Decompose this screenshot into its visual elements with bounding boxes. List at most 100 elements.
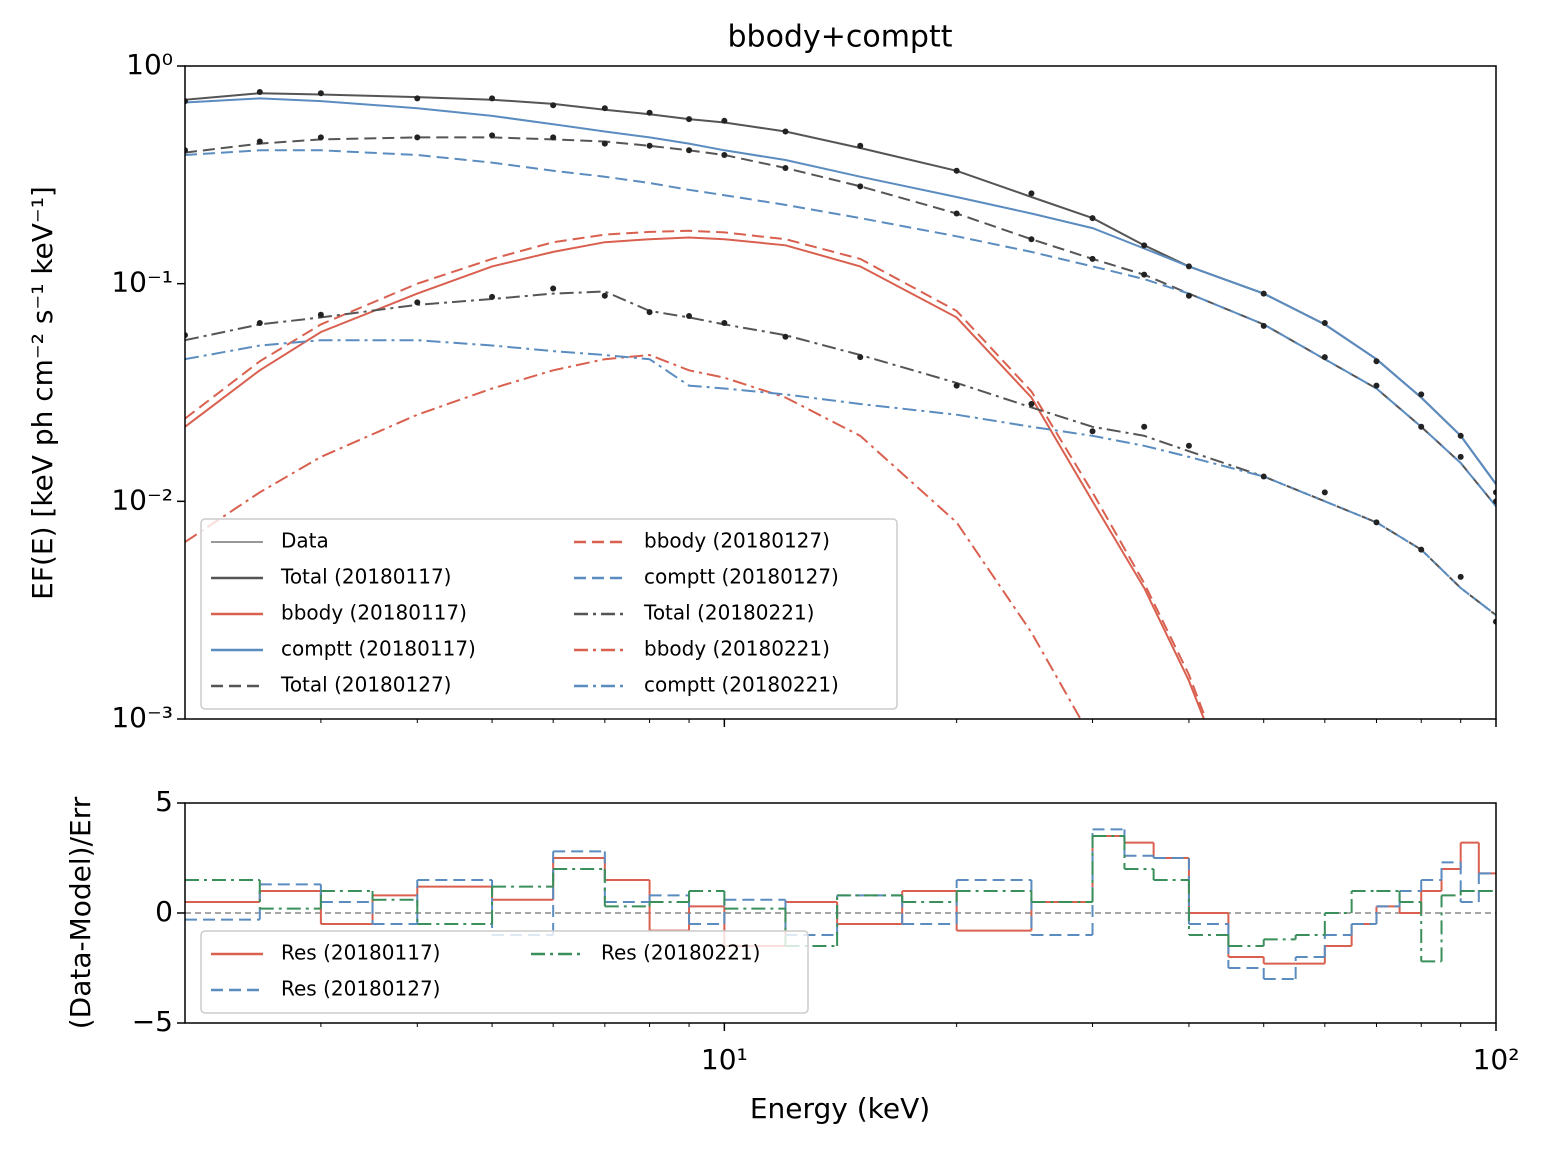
legend-box <box>200 518 898 710</box>
plot-area <box>185 828 1496 980</box>
data-point <box>646 309 653 316</box>
data-point <box>1141 242 1148 249</box>
legend-label: Total (20180117) <box>280 565 451 589</box>
data-point <box>1141 423 1148 430</box>
data-point <box>601 140 608 147</box>
legend-label: comptt (20180117) <box>281 637 476 661</box>
data-point <box>256 138 263 145</box>
data-point <box>857 142 864 149</box>
data-point <box>857 354 864 361</box>
data-point <box>489 132 496 139</box>
y-axis-label: EF(E) [keV ph cm⁻² s⁻¹ keV⁻¹] <box>26 186 59 600</box>
data-point <box>1321 489 1328 496</box>
legend-label: Res (20180221) <box>601 941 760 965</box>
data-point <box>1185 442 1192 449</box>
legend-label: comptt (20180221) <box>644 673 839 697</box>
chart-title: bbody+comptt <box>727 20 952 55</box>
data-point <box>317 311 324 318</box>
model-line <box>185 339 1496 616</box>
model-line <box>185 136 1496 507</box>
y-tick-label: 0 <box>155 895 173 928</box>
legend-label: Total (20180127) <box>280 673 451 697</box>
data-point <box>1028 190 1035 197</box>
data-point <box>1260 322 1267 329</box>
data-point <box>953 382 960 389</box>
data-point <box>414 299 421 306</box>
data-point <box>686 313 693 320</box>
data-point <box>953 167 960 174</box>
y-tick-label: 10⁻² <box>111 483 173 516</box>
model-line <box>185 236 1206 719</box>
data-point <box>686 116 693 123</box>
data-point <box>550 285 557 292</box>
y-tick-label: 5 <box>155 785 173 818</box>
data-point <box>1141 271 1148 278</box>
data-point <box>1418 546 1425 553</box>
legend-label: Res (20180127) <box>281 977 440 1001</box>
data-point <box>1321 319 1328 326</box>
axes-frame <box>184 65 1497 720</box>
data-point <box>1373 358 1380 365</box>
data-point <box>256 88 263 95</box>
data-point <box>1260 473 1267 480</box>
y-axis-label: (Data-Model)/Err <box>64 796 97 1029</box>
data-point <box>489 95 496 102</box>
data-point <box>953 210 960 217</box>
data-point <box>1028 401 1035 408</box>
data-point <box>414 134 421 141</box>
data-point <box>646 109 653 116</box>
data-point <box>550 102 557 109</box>
data-point <box>1321 354 1328 361</box>
data-point <box>1373 519 1380 526</box>
data-point <box>601 292 608 299</box>
data-point <box>1089 255 1096 262</box>
data-point <box>857 183 864 190</box>
legend-label: bbody (20180127) <box>644 529 830 553</box>
data-point <box>489 293 496 300</box>
legend-label: bbody (20180221) <box>644 637 830 661</box>
y-tick-label: 10⁻¹ <box>111 266 173 299</box>
data-point <box>256 319 263 326</box>
model-line <box>185 97 1496 485</box>
axes-frame <box>184 802 1497 1024</box>
legend-label: Res (20180117) <box>281 941 440 965</box>
data-point <box>782 333 789 340</box>
data-point <box>782 164 789 171</box>
y-tick-label: 10⁻³ <box>111 701 173 734</box>
data-point <box>317 134 324 141</box>
data-point <box>1457 573 1464 580</box>
data-point <box>1028 236 1035 243</box>
data-point <box>317 90 324 97</box>
model-line <box>185 229 1207 719</box>
data-point <box>414 95 421 102</box>
data-point <box>1373 382 1380 389</box>
data-point <box>1185 292 1192 299</box>
legend-label: Total (20180221) <box>643 601 814 625</box>
data-point <box>1418 391 1425 398</box>
data-point <box>721 319 728 326</box>
data-point <box>1185 263 1192 270</box>
legend-label: bbody (20180117) <box>281 601 467 625</box>
data-point <box>721 152 728 159</box>
data-point <box>686 147 693 154</box>
data-point <box>721 117 728 124</box>
y-tick-label: −5 <box>132 1005 173 1038</box>
legend-label: Data <box>281 529 329 553</box>
data-point <box>782 128 789 135</box>
y-tick-label: 10⁰ <box>126 48 173 81</box>
model-line <box>185 149 1496 507</box>
data-point <box>550 134 557 141</box>
x-tick-label: 10¹ <box>701 1043 748 1076</box>
data-point <box>1457 432 1464 439</box>
legend-label: comptt (20180127) <box>644 565 839 589</box>
data-point <box>646 142 653 149</box>
data-point <box>1457 453 1464 460</box>
data-point <box>1418 423 1425 430</box>
model-line <box>185 353 1082 719</box>
data-point <box>1089 428 1096 435</box>
x-axis-label: Energy (keV) <box>750 1092 930 1125</box>
x-tick-label: 10² <box>1473 1043 1520 1076</box>
data-point <box>1260 290 1267 297</box>
plot-area <box>185 88 1496 719</box>
